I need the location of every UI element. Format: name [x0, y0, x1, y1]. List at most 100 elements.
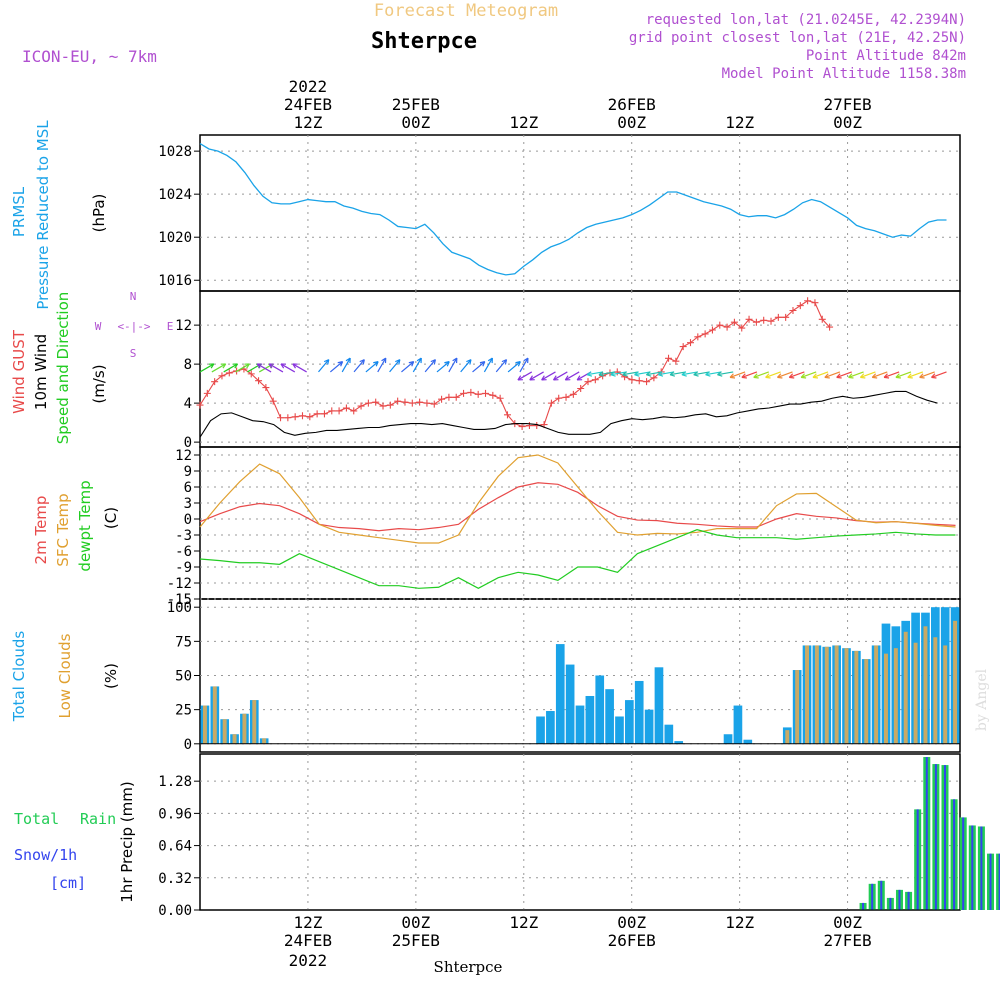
gust-point	[760, 316, 768, 324]
snow-bar	[916, 809, 919, 910]
wind-arrowhead	[859, 373, 866, 379]
wind-direction-arrow	[436, 361, 450, 373]
wind-direction-arrow	[610, 371, 627, 376]
gust-point	[386, 401, 394, 409]
wind-arrowhead	[552, 375, 559, 381]
watermark: by Angel	[974, 668, 990, 731]
wind10m-label: 10m Wind	[32, 334, 50, 410]
low-cloud-bar	[805, 645, 809, 744]
wind-arrowhead	[646, 371, 652, 377]
gust-point	[738, 324, 746, 332]
wind-arrowhead	[681, 371, 687, 377]
gust-point	[826, 323, 834, 331]
y-tick-label: 1.28	[158, 774, 192, 790]
wind-arrowhead	[280, 363, 286, 369]
wind-direction-arrow	[389, 359, 401, 373]
pressure-msl-label: Pressure Reduced to MSL	[34, 120, 52, 310]
snow-bar	[907, 891, 910, 910]
wind-direction-arrow	[292, 363, 307, 373]
gust-point	[408, 399, 416, 407]
wind-arrowhead	[268, 363, 275, 369]
model-label: ICON-EU, ~ 7km	[22, 47, 157, 66]
wind-direction-arrow	[765, 371, 781, 378]
total-cloud-bar	[634, 680, 644, 744]
grid-point-coords: grid point closest lon,lat (21E, 42.25N)	[629, 30, 966, 46]
gust-point	[401, 398, 409, 406]
wind-arrowhead	[705, 371, 711, 377]
total-cloud-bar	[674, 741, 684, 744]
wind-direction-arrow	[622, 371, 639, 376]
wind-arrowhead	[359, 359, 365, 365]
gust-point	[577, 385, 585, 392]
gust-point	[335, 407, 343, 415]
wind-direction-arrow	[872, 371, 888, 378]
gust-point	[262, 384, 270, 392]
gust-point	[306, 413, 314, 421]
low-cloud-bar	[943, 645, 948, 744]
y-tick-label: 75	[175, 634, 192, 650]
wind-arrowhead	[693, 371, 699, 377]
gust-point	[277, 414, 285, 422]
gust-label: Wind GUST	[10, 329, 28, 414]
snow-bar	[989, 853, 992, 910]
rain-bar	[996, 853, 1000, 910]
precip-unit-label: 1hr Precip (mm)	[118, 781, 136, 902]
snow-bar	[943, 765, 946, 910]
top-hour-label: 00Z	[617, 113, 646, 132]
low-cloud-bar	[824, 646, 829, 744]
gust-point	[569, 390, 577, 398]
top-hour-label: 00Z	[401, 113, 430, 132]
wind-labels: Wind GUST 10m Wind Speed and Direction (…	[10, 290, 173, 444]
wind-direction-arrow	[741, 371, 758, 378]
total-label: Total	[14, 810, 59, 828]
gust-point	[328, 407, 336, 415]
gust-point	[679, 343, 687, 351]
wind-direction-arrow	[931, 371, 947, 378]
snow-label: Snow/1h	[14, 846, 77, 864]
gust-point	[496, 394, 504, 402]
gust-point	[723, 323, 731, 331]
clouds-unit-label: (%)	[102, 663, 120, 689]
wind-arrowhead	[717, 371, 723, 377]
low-cloud-bar	[795, 670, 800, 744]
y-tick-label: 6	[184, 480, 192, 496]
wind-arrowhead	[919, 373, 925, 379]
wind-direction-arrow	[598, 371, 615, 376]
low-cloud-bar	[252, 700, 257, 744]
rain-label: Rain	[80, 810, 116, 828]
wind-direction-arrow	[341, 357, 351, 373]
wind-direction-arrow	[553, 371, 568, 381]
gust-point	[708, 326, 716, 334]
wind-arrowhead	[541, 375, 547, 381]
top-date-label: 26FEB	[608, 95, 656, 114]
total-cloud-bar	[565, 664, 575, 744]
bottom-hour-label: 00Z	[617, 913, 646, 932]
wind-arrowhead	[220, 363, 227, 369]
wind-direction-arrow	[836, 371, 852, 378]
bottom-year-label: 2022	[289, 951, 328, 970]
wind-direction-arrow	[460, 359, 472, 373]
t2m-label: 2m Temp	[32, 496, 50, 565]
wind-arrowhead	[345, 357, 351, 364]
sfc-temp-line	[199, 454, 956, 544]
wind-arrowhead	[373, 361, 379, 367]
gust-point	[818, 315, 826, 323]
gust-point	[591, 376, 599, 384]
wind-arrowhead	[523, 357, 529, 364]
wind-direction-arrow	[529, 371, 544, 381]
wind-direction-arrow	[280, 363, 296, 373]
wind-arrowhead	[586, 371, 593, 377]
gust-point	[804, 297, 812, 305]
gust-point	[211, 378, 219, 386]
wind-direction-arrow	[507, 361, 521, 373]
y-tick-label: 12	[175, 318, 192, 334]
pressure-unit-label: (hPa)	[90, 194, 108, 233]
wind-direction-arrow	[634, 371, 651, 376]
y-tick-label: 0.96	[158, 806, 192, 822]
wind-direction-arrow	[824, 371, 841, 378]
gust-point	[745, 315, 753, 323]
gust-point	[752, 318, 760, 326]
panel-pressure-frame	[199, 134, 961, 292]
wind-arrowhead	[256, 363, 263, 369]
wind-arrowhead	[430, 359, 437, 365]
